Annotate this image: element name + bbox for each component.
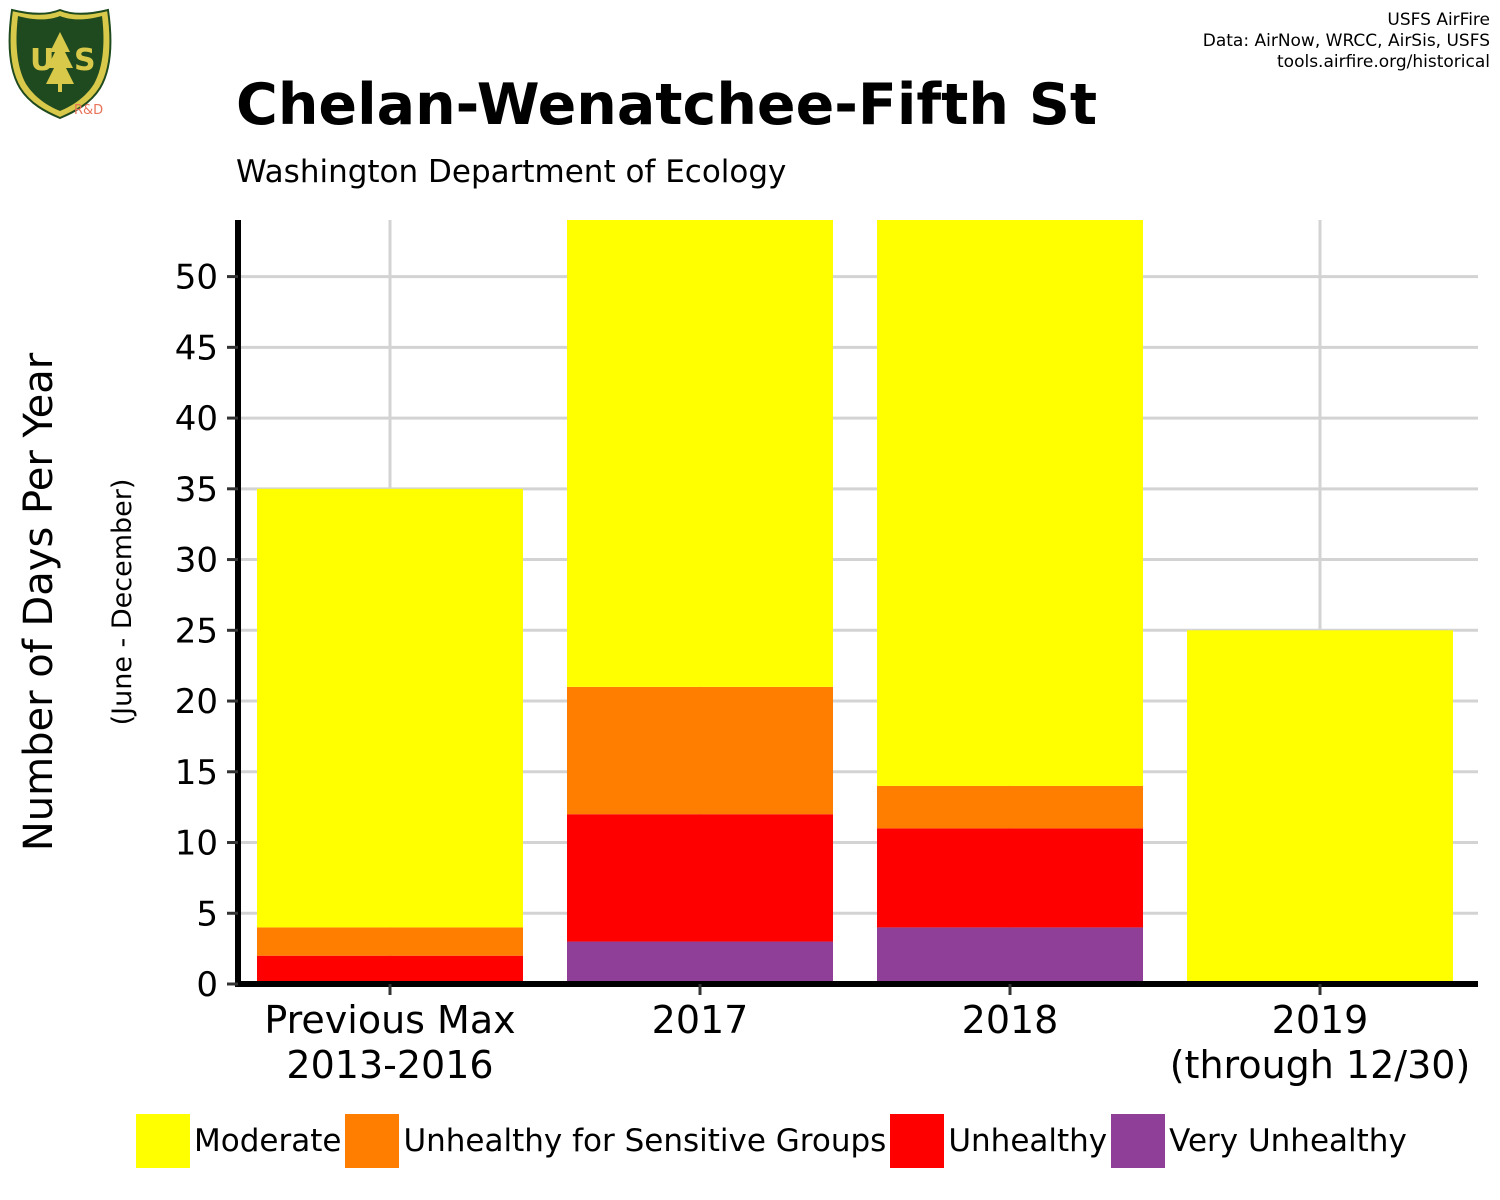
legend-item: Moderate	[136, 1114, 341, 1168]
legend-item: Unhealthy for Sensitive Groups	[345, 1114, 886, 1168]
legend-swatch	[890, 1114, 945, 1168]
bar-segment-unhealthy	[257, 955, 523, 984]
bar-segment-unhealthy	[877, 828, 1143, 928]
legend-swatch	[136, 1114, 190, 1168]
credits: USFS AirFire Data: AirNow, WRCC, AirSis,…	[1203, 10, 1490, 73]
bar-segment-unhealthy-for-sensitive-groups	[877, 785, 1143, 829]
y-tick-label: 40	[175, 399, 218, 439]
x-tick-label: 2017	[652, 998, 749, 1042]
credit-line: tools.airfire.org/historical	[1277, 52, 1490, 72]
bar-segment-moderate	[567, 220, 833, 687]
chart-title: Chelan-Wenatchee-Fifth St	[236, 72, 1098, 138]
logo-tag: R&D	[74, 103, 103, 118]
y-tick-label: 45	[175, 328, 218, 368]
legend-label: Very Unhealthy	[1169, 1123, 1407, 1159]
x-tick-label: Previous Max	[264, 998, 515, 1042]
x-tick-label: 2019	[1272, 998, 1369, 1042]
x-tick-label: 2013-2016	[286, 1043, 493, 1087]
y-axis-sublabel: (June - December)	[107, 479, 138, 726]
y-tick-label: 50	[175, 258, 218, 298]
legend-swatch	[1111, 1114, 1166, 1168]
bar-segment-unhealthy	[567, 814, 833, 942]
y-tick-label: 5	[196, 894, 218, 934]
bar-segment-unhealthy-for-sensitive-groups	[567, 686, 833, 815]
bar-segment-unhealthy-for-sensitive-groups	[257, 927, 523, 956]
bar-segment-very-unhealthy	[877, 927, 1143, 984]
y-axis-label: Number of Days Per Year	[16, 352, 62, 851]
y-tick-label: 0	[196, 965, 218, 1005]
svg-text:U: U	[30, 43, 54, 78]
bar-segment-very-unhealthy	[567, 941, 833, 984]
bar-segment-moderate	[257, 488, 523, 928]
legend-item: Unhealthy	[890, 1114, 1107, 1168]
svg-text:S: S	[74, 43, 96, 78]
credit-line: Data: AirNow, WRCC, AirSis, USFS	[1202, 31, 1490, 51]
y-tick-label: 20	[175, 682, 218, 722]
legend-swatch	[345, 1114, 400, 1168]
legend-label: Unhealthy for Sensitive Groups	[403, 1123, 887, 1159]
legend-label: Unhealthy	[948, 1123, 1108, 1159]
x-tick-label: 2018	[962, 998, 1059, 1042]
legend-label: Moderate	[194, 1123, 342, 1159]
bar-segment-moderate	[877, 220, 1143, 786]
y-tick-label: 35	[175, 470, 218, 510]
x-tick-label: (through 12/30)	[1170, 1043, 1471, 1087]
y-tick-label: 10	[175, 824, 218, 864]
forest-service-shield-logo: U S R&D	[8, 8, 112, 120]
chart-subtitle: Washington Department of Ecology	[236, 154, 787, 190]
credit-line: USFS AirFire	[1387, 10, 1490, 30]
legend-item: Very Unhealthy	[1111, 1114, 1407, 1168]
y-tick-label: 15	[175, 753, 218, 793]
chart-legend: Moderate Unhealthy for Sensitive Groups Un…	[136, 1114, 1411, 1168]
bar-segment-moderate	[1187, 630, 1453, 984]
y-tick-label: 30	[175, 541, 218, 581]
y-tick-label: 25	[175, 611, 218, 651]
